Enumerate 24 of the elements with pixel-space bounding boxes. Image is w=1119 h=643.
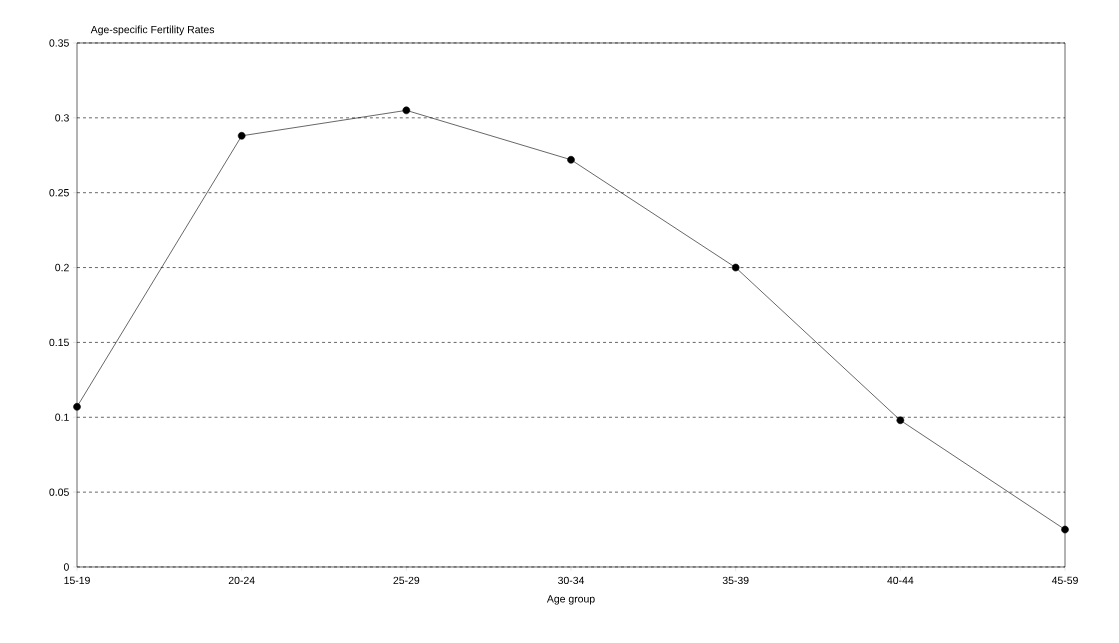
x-axis-title: Age group <box>546 595 595 605</box>
point <box>1061 525 1069 534</box>
point <box>73 402 81 411</box>
x-tick-label: 20-24 <box>228 576 255 585</box>
y-tick-label: 0.2 <box>55 263 69 272</box>
x-tick-label: 40-44 <box>887 576 914 585</box>
y-tick-label: 0.05 <box>49 488 69 496</box>
point <box>567 155 575 164</box>
y-tick-label: 0.25 <box>49 189 69 197</box>
y-axis-title: Age-specific Fertility Rates <box>90 25 215 36</box>
y-tick-label: 0 <box>63 563 69 571</box>
x-tick-label: 15-19 <box>64 576 90 585</box>
x-tick-label: 30-34 <box>558 576 585 585</box>
y-tick-label: 0.1 <box>55 413 69 421</box>
y-tick-label: 0.3 <box>55 114 69 122</box>
point <box>896 416 905 425</box>
x-tick-label: 45-59 <box>1051 576 1078 585</box>
x-tick-label: 35-39 <box>722 576 749 585</box>
point <box>731 263 740 272</box>
y-tick-label: 0.15 <box>49 338 69 347</box>
y-tick-label: 0.35 <box>49 39 69 47</box>
point <box>402 106 411 115</box>
point <box>237 132 246 140</box>
x-tick-label: 25-29 <box>393 576 420 585</box>
